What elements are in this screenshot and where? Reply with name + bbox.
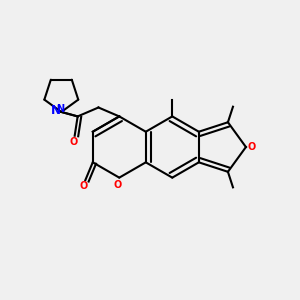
Text: O: O <box>114 180 122 190</box>
Text: N: N <box>51 104 61 117</box>
Text: O: O <box>247 142 255 152</box>
Text: O: O <box>69 137 77 147</box>
Text: N: N <box>56 104 64 114</box>
Text: O: O <box>80 181 88 190</box>
